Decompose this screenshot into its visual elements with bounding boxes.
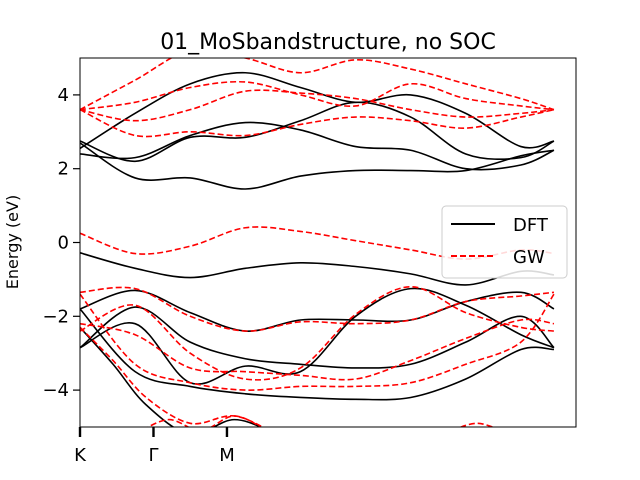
dft-band-8 xyxy=(80,287,555,385)
gw-band-6 xyxy=(80,286,555,332)
y-tick-label: −4 xyxy=(42,380,69,401)
y-tick-label: 0 xyxy=(58,233,69,254)
x-tick-label: K xyxy=(74,445,87,466)
gw-band-8 xyxy=(80,318,555,381)
legend: DFT GW xyxy=(441,205,568,279)
legend-label-gw: GW xyxy=(513,247,545,268)
dft-band-2 xyxy=(80,142,555,190)
dft-band-1 xyxy=(80,252,555,286)
x-tick-label: M xyxy=(219,445,235,466)
gw-band-3 xyxy=(80,58,555,111)
dft-band-7 xyxy=(80,306,555,369)
gw-band-5 xyxy=(80,89,555,122)
y-tick-label: 4 xyxy=(58,85,69,106)
dft-band-6 xyxy=(80,289,555,332)
gw-band-4 xyxy=(80,80,555,111)
legend-label-dft: DFT xyxy=(513,215,549,236)
gw-band-9 xyxy=(80,293,555,391)
y-tick-label: −2 xyxy=(42,306,69,327)
gw-band-2 xyxy=(80,108,555,138)
dft-band-3 xyxy=(80,71,555,150)
y-axis: −4 −2 0 2 4 xyxy=(42,85,80,401)
dft-band-9 xyxy=(80,308,555,401)
dft-band-4 xyxy=(80,121,555,171)
legend-box xyxy=(441,205,568,279)
chart-title: 01_MoSbandstructure, no SOC xyxy=(160,30,496,55)
x-tick-label: Γ xyxy=(148,445,158,466)
gw-band-7 xyxy=(80,285,555,381)
gw-band-11 xyxy=(146,415,263,427)
gw-band-12 xyxy=(458,422,495,427)
gw-band-10 xyxy=(80,326,265,427)
dft-band-5 xyxy=(80,101,555,163)
y-axis-label: Energy (eV) xyxy=(3,195,22,289)
dft-band-10 xyxy=(80,326,263,427)
y-tick-label: 2 xyxy=(58,159,69,180)
